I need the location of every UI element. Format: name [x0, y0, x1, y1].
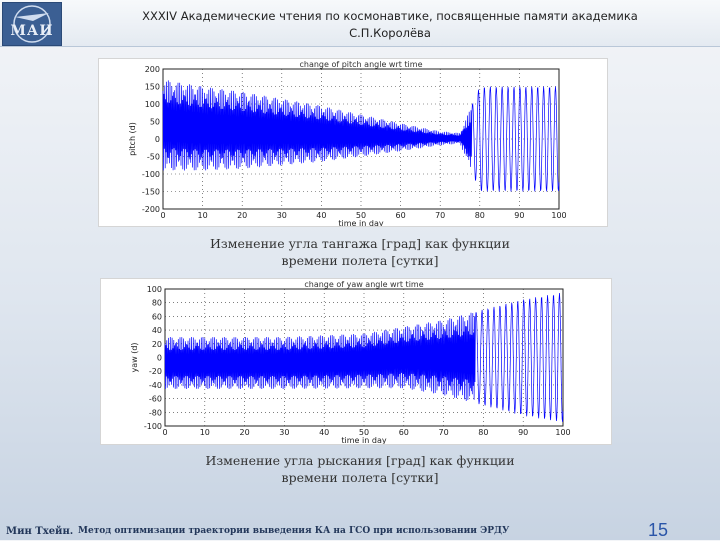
yaw-chart-caption: Изменение угла рыскания [град] как функц…	[0, 452, 720, 486]
x-tick-label: 60	[396, 211, 406, 220]
footer-author: Мин Тхейн.	[6, 526, 74, 537]
y-tick-label: 100	[147, 285, 162, 294]
x-tick-label: 60	[399, 428, 409, 437]
pitch-angle-chart: change of pitch angle wrt time 0 10 20 30 40 5…	[98, 58, 608, 227]
mai-logo: МАИ	[2, 2, 62, 46]
y-tick-label: -100	[144, 422, 162, 431]
conference-title: XXXIV Академические чтения по космонавти…	[90, 8, 690, 42]
y-tick-label: -50	[147, 153, 160, 162]
x-tick-label: 90	[514, 211, 524, 220]
page-number: 15	[648, 520, 669, 540]
y-tick-label: 40	[152, 326, 162, 335]
y-tick-label: -200	[142, 205, 160, 214]
y-tick-label: -150	[142, 188, 160, 197]
yaw-angle-chart: change of yaw angle wrt time 0 10 20 30 40 50 6…	[100, 278, 612, 445]
y-tick-label: -80	[149, 408, 162, 417]
y-tick-label: 0	[157, 354, 162, 363]
y-tick-label: -100	[142, 170, 160, 179]
logo-text: МАИ	[10, 23, 54, 39]
y-tick-label: 200	[145, 65, 160, 74]
footer-topic: Метод оптимизации траектории выведения К…	[78, 526, 510, 536]
yaw-caption-line1: Изменение угла рыскания [град] как функц…	[205, 453, 515, 468]
x-tick-label: 100	[555, 428, 570, 437]
x-tick-label: 70	[439, 428, 449, 437]
x-tick-label: 0	[160, 211, 165, 220]
x-tick-label: 90	[518, 428, 528, 437]
y-tick-label: -40	[149, 381, 162, 390]
pitch-caption-line1: Изменение угла тангажа [град] как функци…	[210, 236, 510, 251]
y-tick-label: -20	[149, 367, 162, 376]
y-axis-label: yaw (d)	[130, 342, 139, 372]
x-tick-label: 0	[162, 428, 167, 437]
chart-title: change of pitch angle wrt time	[299, 60, 422, 69]
chart-title: change of yaw angle wrt time	[304, 280, 423, 289]
x-tick-label: 20	[237, 211, 247, 220]
x-axis-label: time in day	[338, 219, 383, 226]
pitch-chart-caption: Изменение угла тангажа [град] как функци…	[0, 235, 720, 269]
x-tick-label: 10	[198, 211, 208, 220]
pitch-caption-line2: времени полета [сутки]	[281, 253, 439, 268]
x-axis-label: time in day	[341, 436, 386, 444]
x-tick-label: 20	[240, 428, 250, 437]
x-tick-label: 50	[356, 211, 366, 220]
pitch-angle-plot: change of pitch angle wrt time 0 10 20 30 40 5…	[128, 60, 567, 226]
y-tick-label: 20	[152, 340, 162, 349]
logo-emblem-icon	[13, 5, 51, 43]
header-bar: МАИ XXXIV Академические чтения по космон…	[0, 0, 720, 47]
x-tick-label: 40	[316, 211, 326, 220]
y-tick-label: 150	[145, 83, 160, 92]
conference-title-line2: С.П.Королёва	[349, 26, 431, 40]
series-line	[164, 292, 564, 422]
y-tick-label: 50	[150, 118, 160, 127]
y-tick-label: -60	[149, 395, 162, 404]
conference-title-line1: XXXIV Академические чтения по космонавти…	[142, 9, 638, 23]
y-tick-label: 60	[152, 312, 162, 321]
yaw-caption-line2: времени полета [сутки]	[281, 470, 439, 485]
x-tick-label: 10	[200, 428, 210, 437]
y-axis-label: pitch (d)	[128, 122, 137, 156]
x-tick-label: 40	[319, 428, 329, 437]
x-tick-label: 30	[279, 428, 289, 437]
x-tick-label: 100	[551, 211, 566, 220]
y-tick-label: 80	[152, 299, 162, 308]
yaw-angle-plot: change of yaw angle wrt time 0 10 20 30 40 50 6…	[130, 280, 571, 444]
y-tick-label: 100	[145, 100, 160, 109]
x-tick-label: 80	[478, 428, 488, 437]
x-tick-label: 50	[359, 428, 369, 437]
series-line	[162, 80, 560, 192]
x-tick-label: 80	[475, 211, 485, 220]
x-tick-label: 30	[277, 211, 287, 220]
y-tick-label: 0	[155, 135, 160, 144]
x-tick-label: 70	[435, 211, 445, 220]
footer-bar: Мин Тхейн. Метод оптимизации траектории …	[0, 520, 720, 540]
